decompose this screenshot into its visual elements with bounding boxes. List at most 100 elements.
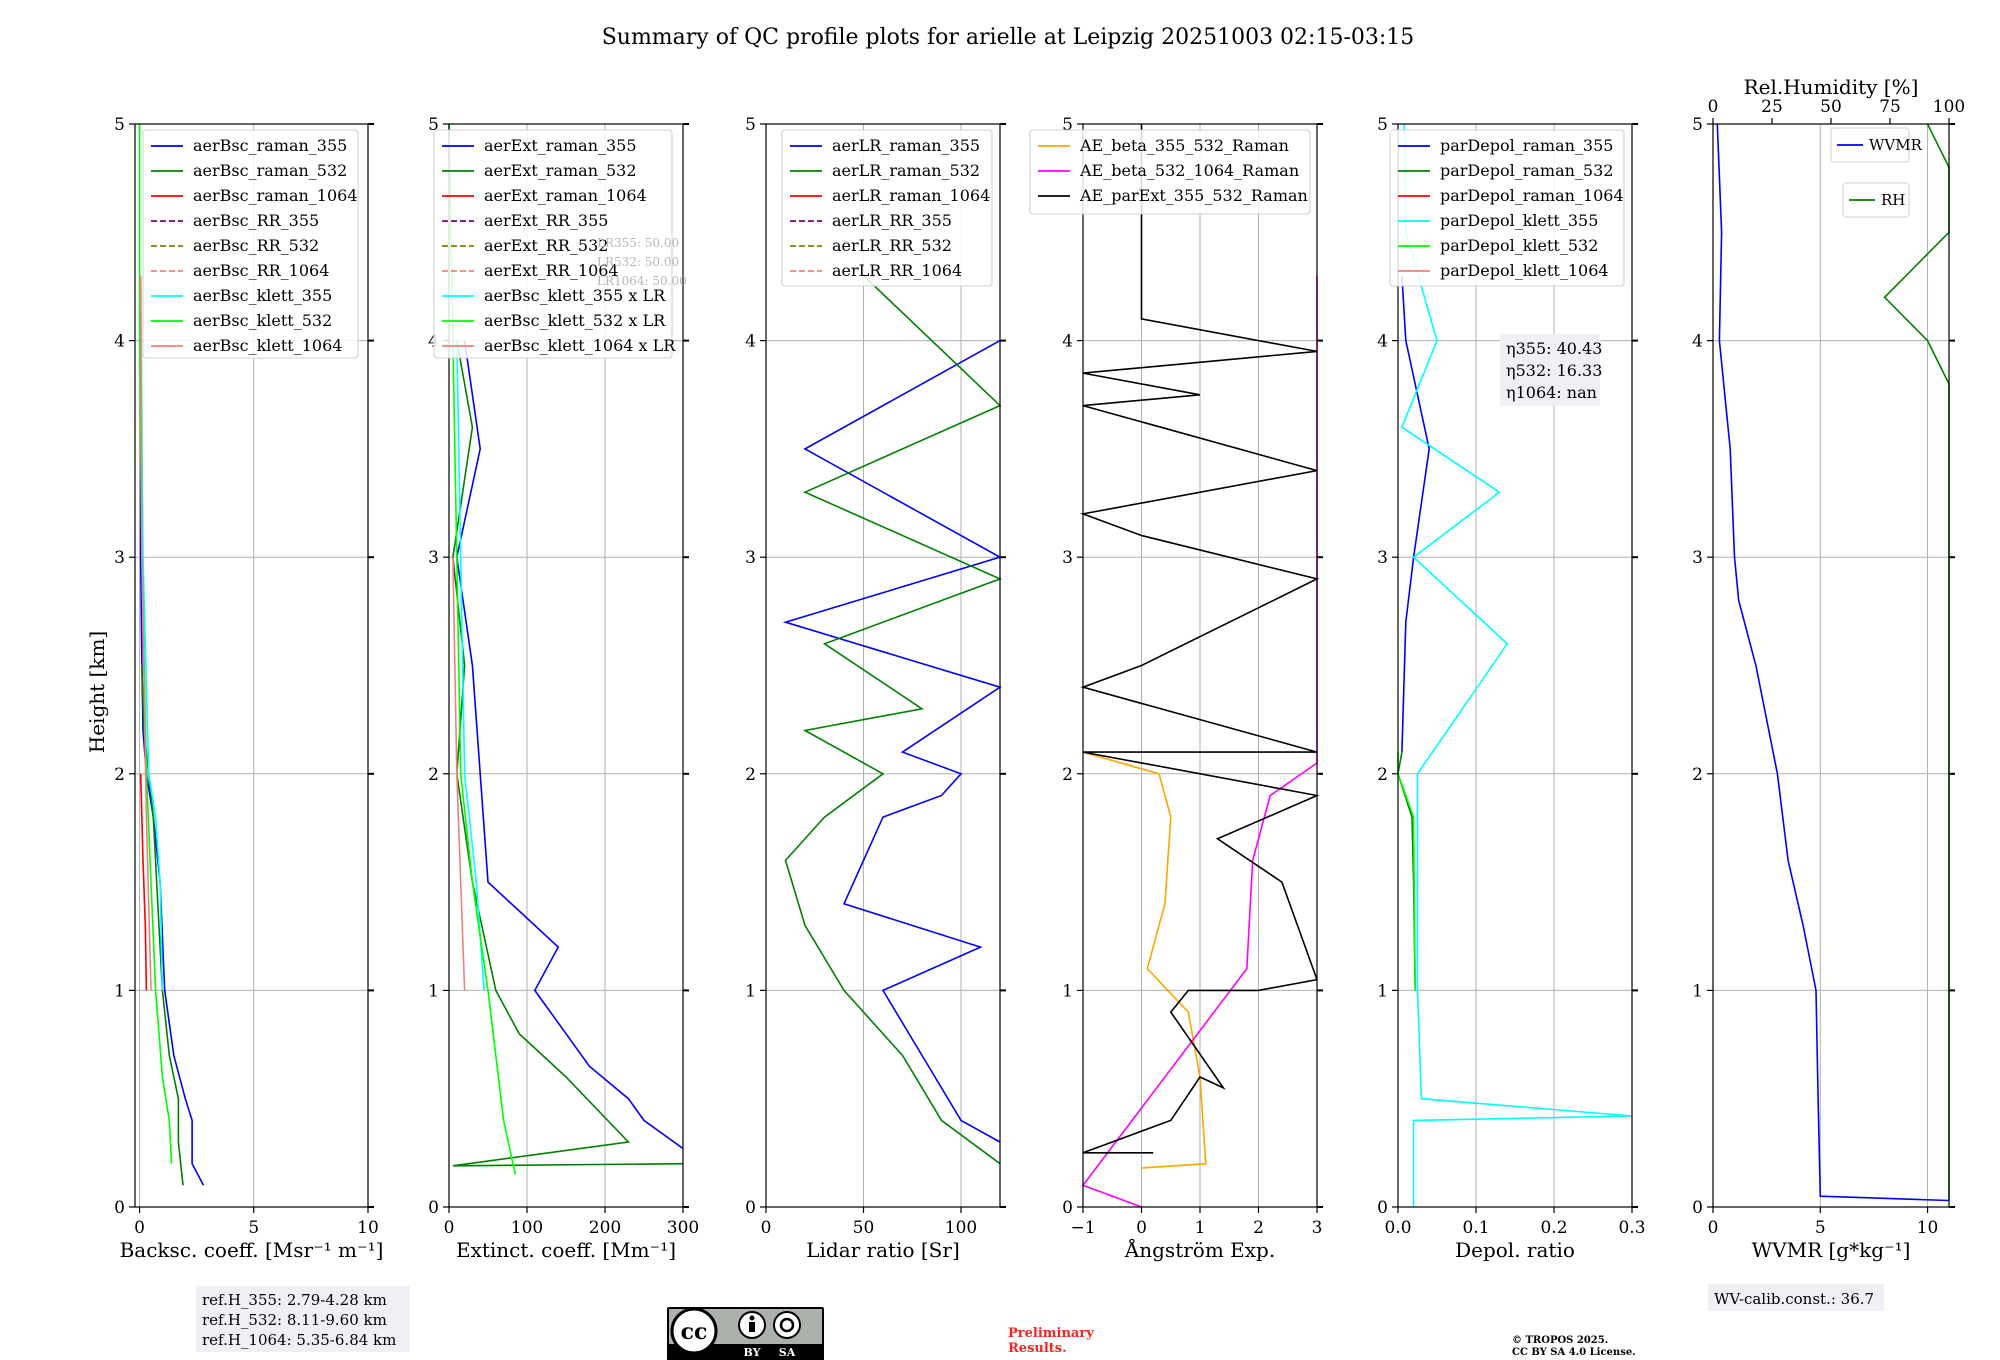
y-tick-label: 1 (1062, 981, 1073, 1001)
y-tick-label: 1 (428, 981, 439, 1001)
legend: parDepol_raman_355 parDepol_raman_532 parD… (1389, 129, 1625, 287)
axes-frame (1712, 123, 1950, 1208)
top-axis-label: Rel.Humidity [%] (1744, 75, 1919, 99)
legend-label: AE_beta_532_1064_Raman (1079, 161, 1299, 180)
y-tick-label: 0 (428, 1198, 439, 1218)
legend-label: RH (1881, 191, 1905, 209)
eta-value: η532: 16.33 (1506, 361, 1602, 380)
axes-frame (765, 123, 1001, 1208)
series-aerBsc_klett_532 x LR (448, 123, 517, 1175)
y-tick-label: 0 (1377, 1198, 1388, 1218)
legend-label: aerExt_raman_355 (484, 136, 637, 155)
legend-label: AE_beta_355_532_Raman (1079, 136, 1289, 155)
x-tick-label: −1 (1070, 1218, 1095, 1238)
series-AE_parExt_355_532_Raman (1079, 124, 1320, 1154)
y-tick-label: 4 (745, 332, 756, 352)
series-parDepol_raman_355 (1401, 275, 1431, 753)
legend-box (433, 129, 673, 359)
cc-license-badge: cc BY SA (667, 1307, 824, 1360)
y-tick-label: 3 (114, 548, 125, 568)
legend: aerBsc_raman_355 aerBsc_raman_532 aerBsc_r… (142, 129, 359, 359)
legend: aerExt_raman_355 aerExt_raman_532 aerExt_r… (433, 129, 676, 359)
x-tick-label: 100 (945, 1218, 977, 1238)
legend-label: aerExt_RR_355 (484, 211, 608, 230)
x-tick-label: 0 (1136, 1218, 1147, 1238)
y-tick-label: 4 (1692, 332, 1703, 352)
y-tick-label: 2 (745, 765, 756, 785)
x-tick-label: 10 (357, 1218, 379, 1238)
series-WVMR (1716, 123, 1950, 1202)
series-aerBsc_klett_355 x LR (456, 340, 485, 991)
y-tick-label: 5 (114, 115, 125, 135)
series-aerLR_raman_532 (784, 275, 1003, 1165)
y-tick-label: 4 (1062, 332, 1073, 352)
x-tick-label: 100 (511, 1218, 543, 1238)
y-tick-label: 2 (114, 765, 125, 785)
y-tick-label: 0 (745, 1198, 756, 1218)
cc-logo-icon: cc (681, 1319, 708, 1345)
y-tick-label: 3 (1377, 548, 1388, 568)
legend-label: aerBsc_raman_532 (193, 161, 347, 180)
legend-label: aerExt_raman_1064 (484, 186, 647, 205)
ref-height-532: ref.H_532: 8.11-9.60 km (202, 1311, 387, 1329)
lidar-ratio-note: LR1064: 50.00 (597, 274, 687, 288)
y-tick-label: 2 (428, 765, 439, 785)
x-axis-label: Lidar ratio [Sr] (806, 1238, 960, 1262)
series-aerBsc_raman_1064 (139, 773, 148, 991)
x-tick-label: 0 (444, 1218, 455, 1238)
top-x-tick-label: 100 (1933, 97, 1965, 117)
legend-box (781, 129, 993, 287)
figure-title: Summary of QC profile plots for arielle … (602, 25, 1415, 50)
legend-label: aerBsc_raman_1064 (193, 186, 358, 205)
x-axis-label: Depol. ratio (1455, 1238, 1575, 1262)
series-RH (1883, 123, 1950, 1201)
y-tick-label: 1 (745, 981, 756, 1001)
x-tick-label: 1 (1195, 1218, 1206, 1238)
legend-label: aerExt_raman_532 (484, 161, 637, 180)
ref-height-1064: ref.H_1064: 5.35-6.84 km (202, 1331, 396, 1349)
cc-by-label: BY (744, 1346, 761, 1359)
legend-label: aerExt_RR_1064 (484, 261, 619, 280)
series-aerExt_raman_355 (455, 340, 684, 1150)
legend-label: parDepol_raman_532 (1440, 161, 1613, 180)
x-tick-label: 2 (1253, 1218, 1264, 1238)
top-x-tick-label: 25 (1761, 97, 1783, 117)
legend-label: aerLR_RR_532 (832, 236, 952, 255)
y-tick-label: 2 (1062, 765, 1073, 785)
y-tick-label: 5 (1062, 115, 1073, 135)
y-tick-label: 0 (1692, 1198, 1703, 1218)
top-x-tick-label: 75 (1879, 97, 1901, 117)
cc-sa-label: SA (779, 1346, 796, 1359)
eta-box (1500, 334, 1600, 406)
data-series-group (448, 123, 684, 1175)
y-tick-label: 3 (1062, 548, 1073, 568)
legend-label: aerBsc_klett_1064 (193, 336, 342, 355)
ref-height-355: ref.H_355: 2.79-4.28 km (202, 1291, 387, 1309)
legend-label: aerBsc_RR_1064 (193, 261, 329, 280)
legend-label: aerBsc_RR_355 (193, 211, 319, 230)
y-tick-label: 4 (114, 332, 125, 352)
data-series-group (782, 275, 1003, 1165)
copyright-line2: CC BY SA 4.0 License. (1512, 1347, 1636, 1358)
series-AE_beta_355_532_Raman (1082, 751, 1207, 1169)
legend-label: aerBsc_klett_1064 x LR (484, 336, 676, 355)
axes-frame (134, 123, 369, 1208)
legend-label: parDepol_klett_355 (1440, 211, 1598, 230)
legend-box (1389, 129, 1625, 287)
series-aerBsc_klett_532 (138, 124, 173, 1164)
legend-label: parDepol_raman_1064 (1440, 186, 1624, 205)
legend-box (1830, 127, 1910, 163)
y-tick-label: 0 (114, 1198, 125, 1218)
legend: aerLR_raman_355 aerLR_raman_532 aerLR_rama… (781, 129, 993, 287)
y-tick-label: 5 (428, 115, 439, 135)
height-axis-label: Height [km] (85, 631, 109, 753)
y-tick-label: 5 (745, 115, 756, 135)
series-aerLR_raman_355 (782, 339, 1003, 1143)
x-tick-label: 3 (1312, 1218, 1323, 1238)
x-axis-label: WVMR [g*kg⁻¹] (1752, 1238, 1911, 1262)
legend-label: aerExt_RR_532 (484, 236, 608, 255)
